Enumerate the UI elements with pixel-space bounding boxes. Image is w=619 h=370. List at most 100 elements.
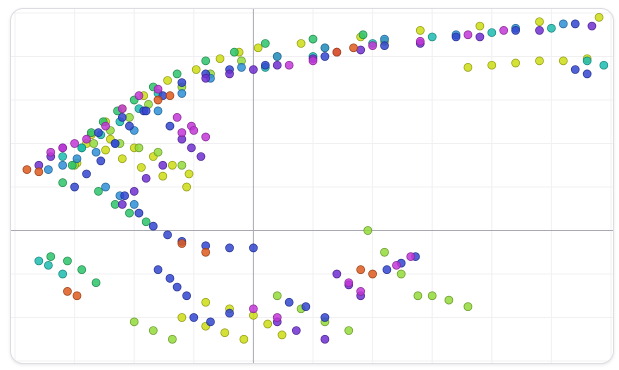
data-point (444, 295, 454, 305)
data-point (260, 39, 270, 48)
data-point (277, 330, 287, 340)
data-point (125, 208, 134, 218)
data-point (356, 287, 366, 296)
data-point (184, 169, 194, 179)
data-point (165, 91, 175, 101)
data-point (63, 256, 72, 266)
data-point (582, 69, 592, 79)
data-point (249, 65, 258, 74)
data-point (58, 152, 68, 161)
data-point (153, 95, 163, 105)
data-point (148, 221, 158, 231)
data-point (129, 200, 139, 209)
data-point (91, 147, 101, 157)
data-point (463, 30, 473, 40)
data-point (253, 43, 263, 53)
data-point (229, 47, 239, 57)
data-point (427, 291, 437, 301)
data-point (284, 60, 294, 70)
scatter-plot (11, 9, 613, 363)
data-point (177, 313, 187, 322)
data-point (344, 326, 354, 335)
data-point (308, 56, 318, 66)
data-point (22, 165, 32, 174)
data-point (177, 78, 187, 87)
data-point (177, 128, 187, 137)
data-point (475, 21, 485, 31)
data-point (201, 56, 211, 66)
data-point (129, 317, 139, 327)
data-point (91, 278, 101, 288)
data-point (165, 274, 175, 283)
series-3 (34, 23, 609, 279)
series-6 (34, 21, 597, 344)
data-point (46, 252, 56, 261)
data-point (77, 143, 87, 153)
data-point (237, 63, 246, 72)
data-point (570, 19, 580, 29)
data-point (349, 43, 358, 53)
data-point (239, 334, 249, 344)
data-point (153, 84, 163, 94)
data-point (58, 269, 68, 279)
data-point (511, 26, 520, 35)
data-point (380, 41, 389, 50)
data-point (46, 147, 56, 157)
data-point (158, 160, 168, 170)
data-point (308, 34, 318, 44)
data-point (137, 163, 146, 172)
data-point (487, 60, 497, 70)
data-point (167, 160, 177, 170)
data-point (191, 65, 201, 74)
data-point (363, 226, 373, 235)
data-point (120, 191, 130, 201)
data-point (158, 171, 168, 181)
data-point (77, 265, 87, 274)
data-point (599, 60, 609, 70)
data-point (206, 317, 215, 327)
data-point (272, 291, 282, 301)
data-point (34, 167, 44, 177)
data-point (129, 187, 139, 196)
data-point (94, 128, 103, 137)
data-point (141, 173, 151, 183)
data-point (272, 313, 282, 322)
data-point (134, 208, 144, 218)
data-point (570, 65, 580, 74)
data-point (94, 187, 103, 196)
data-point (382, 265, 392, 274)
data-point (356, 45, 366, 55)
data-point (117, 200, 127, 209)
data-point (320, 334, 330, 344)
data-point (101, 182, 110, 192)
data-point (587, 21, 597, 31)
data-point (125, 113, 134, 122)
data-point (58, 160, 68, 170)
data-point (63, 287, 72, 296)
data-point (70, 139, 79, 148)
data-point (296, 39, 306, 48)
data-point (220, 328, 230, 338)
data-point (101, 121, 110, 131)
data-point (189, 126, 199, 135)
data-point (117, 154, 127, 164)
data-point (451, 32, 461, 42)
data-point (582, 56, 592, 66)
data-point (117, 104, 127, 114)
data-point (44, 165, 53, 174)
data-point (182, 182, 191, 192)
data-point (110, 139, 120, 148)
data-point (463, 63, 473, 72)
data-point (141, 106, 151, 116)
data-point (141, 217, 151, 227)
data-point (272, 60, 282, 70)
points (22, 12, 609, 344)
data-point (535, 26, 544, 35)
series-5 (70, 19, 592, 327)
data-point (153, 106, 163, 116)
data-point (177, 160, 187, 170)
data-point (110, 200, 120, 209)
data-point (358, 30, 368, 40)
plot-frame (10, 8, 614, 364)
data-point (406, 252, 416, 261)
